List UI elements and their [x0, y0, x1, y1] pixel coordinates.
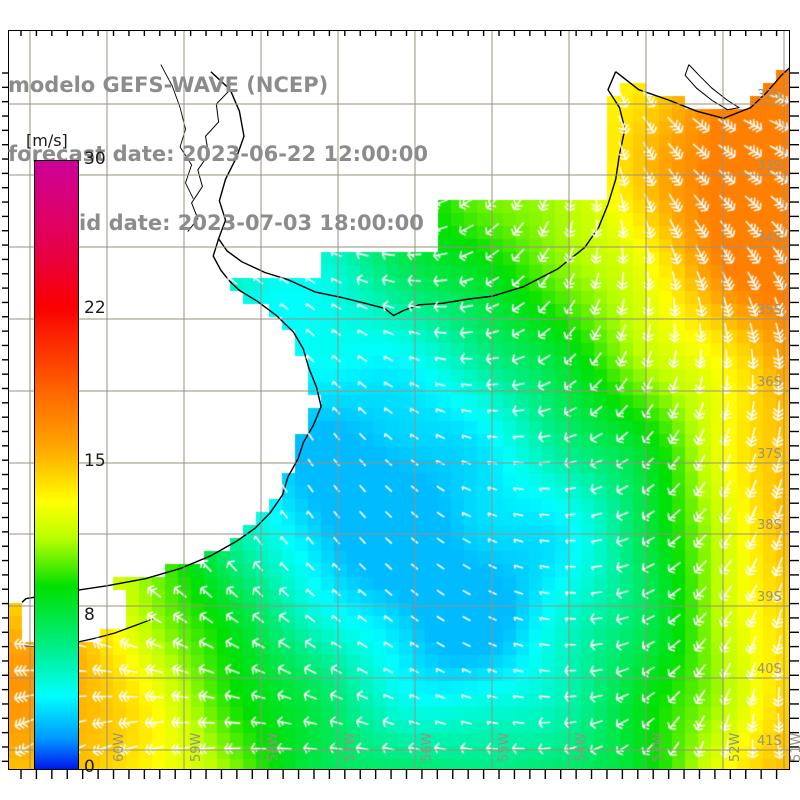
latitude-label-40S: 40S [757, 662, 782, 677]
longitude-label-54W: 54W [574, 732, 589, 762]
model-title: modelo GEFS-WAVE (NCEP) [8, 73, 329, 97]
longitude-label-53W: 53W [651, 732, 666, 762]
longitude-label-52W: 52W [728, 732, 743, 762]
latitude-label-37S: 37S [757, 447, 782, 462]
longitude-label-60W: 60W [112, 732, 127, 762]
wind-barb-overlay [9, 31, 789, 769]
colorbar-tick-15: 15 [84, 451, 106, 471]
forecast-date: forecast date: 2023-06-22 12:00:00 [8, 142, 428, 166]
latitude-label-33S: 33S [757, 159, 782, 174]
latitude-label-36S: 36S [757, 375, 782, 390]
latitude-label-38S: 38S [757, 518, 782, 533]
title-block: modelo GEFS-WAVE (NCEP) forecast date: 2… [0, 28, 520, 281]
longitude-label-56W: 56W [420, 732, 435, 762]
colorbar-gradient [34, 160, 79, 770]
latitude-label-32S: 32S [757, 88, 782, 103]
colorbar-tick-30: 30 [84, 149, 106, 169]
latitude-label-34S: 34S [757, 231, 782, 246]
colorbar-unit-label: [m/s] [26, 131, 68, 150]
latitude-label-39S: 39S [757, 590, 782, 605]
latitude-label-41S: 41S [757, 734, 782, 749]
colorbar-tick-22: 22 [84, 298, 106, 318]
colorbar-tick-8: 8 [84, 605, 95, 625]
colorbar-tick-0: 0 [84, 757, 95, 777]
latitude-label-35S: 35S [757, 303, 782, 318]
colorbar[interactable] [34, 160, 79, 770]
longitude-label-58W: 58W [266, 732, 281, 762]
longitude-label-55W: 55W [497, 732, 512, 762]
longitude-label-59W: 59W [189, 732, 204, 762]
longitude-label-57W: 57W [343, 732, 358, 762]
map-plot-area[interactable] [8, 30, 790, 770]
longitude-label-51W: 51W [789, 732, 800, 762]
lat-lon-gridlines [9, 31, 789, 769]
